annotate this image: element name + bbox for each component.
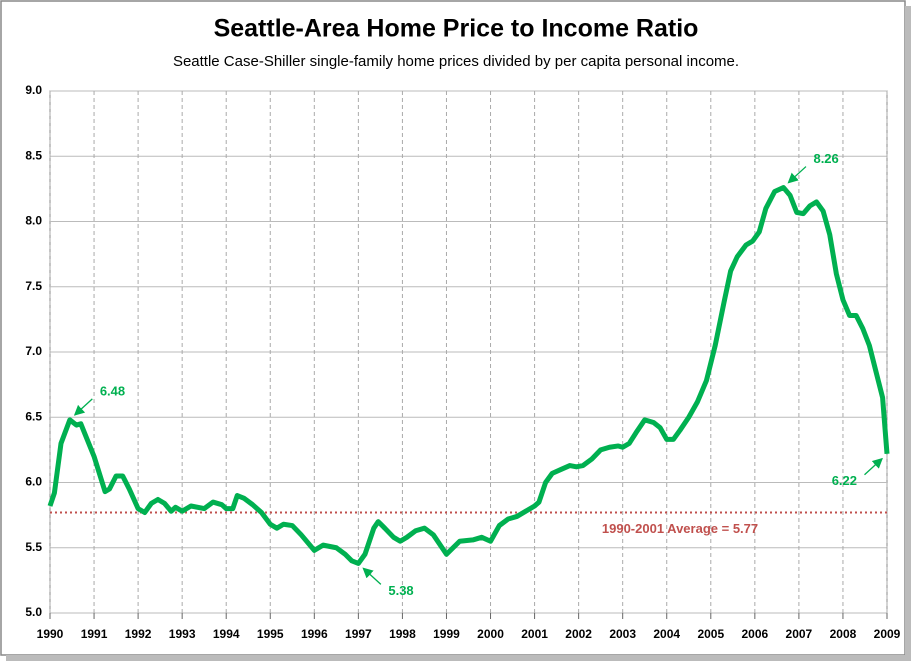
y-tick-label: 8.0 (25, 214, 42, 228)
x-tick-label: 2002 (565, 627, 592, 641)
x-tick-label: 1997 (345, 627, 372, 641)
x-tick-label: 1993 (169, 627, 196, 641)
y-tick-label: 7.0 (25, 344, 42, 358)
annotation-arrow (787, 166, 807, 184)
x-tick-label: 2004 (653, 627, 680, 641)
annotation-arrow (864, 457, 883, 476)
y-tick-label: 6.5 (25, 409, 42, 423)
x-tick-label: 2005 (697, 627, 724, 641)
x-tick-label: 2008 (830, 627, 857, 641)
annotation-arrow (73, 398, 93, 416)
x-tick-label: 2000 (477, 627, 504, 641)
x-tick-label: 1999 (433, 627, 460, 641)
annotation-label: 8.26 (813, 151, 838, 166)
data-line (47, 185, 890, 566)
x-tick-label: 2009 (874, 627, 901, 641)
annotation-arrow (362, 567, 382, 585)
average-label: 1990-2001 Average = 5.77 (602, 521, 758, 536)
annotation-label: 6.22 (832, 473, 857, 488)
y-tick-label: 6.0 (25, 475, 42, 489)
x-tick-label: 2001 (521, 627, 548, 641)
x-tick-label: 1994 (213, 627, 240, 641)
x-tick-label: 1991 (81, 627, 108, 641)
y-tick-label: 7.5 (25, 279, 42, 293)
shadow (6, 655, 911, 661)
y-tick-label: 5.5 (25, 540, 42, 554)
x-tick-label: 1998 (389, 627, 416, 641)
annotation-label: 6.48 (100, 383, 125, 398)
y-tick-label: 9.0 (25, 83, 42, 97)
y-tick-label: 5.0 (25, 605, 42, 619)
x-tick-label: 1990 (37, 627, 64, 641)
chart-title: Seattle-Area Home Price to Income Ratio (214, 15, 699, 43)
x-tick-label: 1996 (301, 627, 328, 641)
x-tick-label: 1995 (257, 627, 284, 641)
y-tick-label: 8.5 (25, 148, 42, 162)
shadow (905, 6, 911, 660)
annotation-label: 5.38 (388, 583, 413, 598)
x-tick-label: 2007 (786, 627, 813, 641)
x-tick-label: 1992 (125, 627, 152, 641)
x-tick-label: 2003 (609, 627, 636, 641)
chart-subtitle: Seattle Case-Shiller single-family home … (173, 53, 739, 70)
x-tick-label: 2006 (741, 627, 768, 641)
